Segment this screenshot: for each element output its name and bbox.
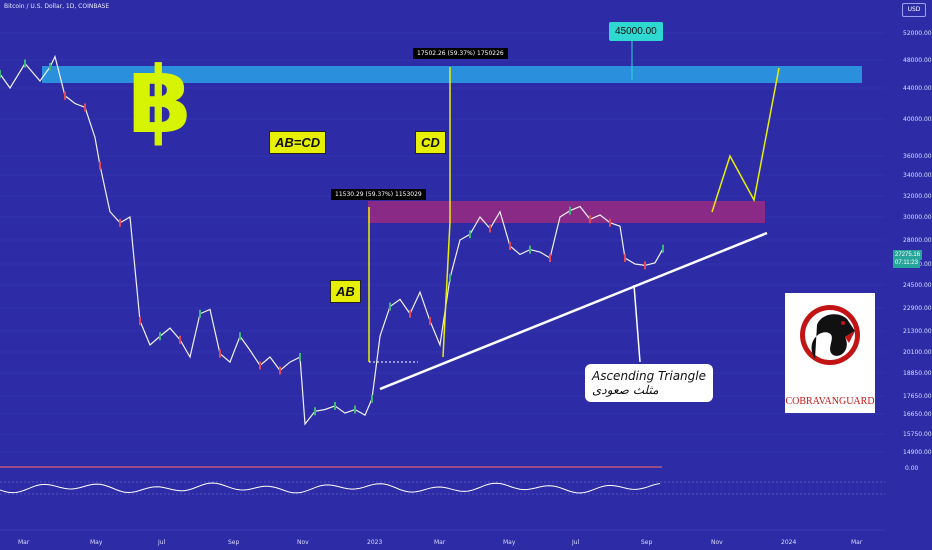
cd-measure-callout: 17502.26 (59.37%) 1750226 xyxy=(413,48,508,59)
candle xyxy=(139,316,141,325)
y-tick-label: 22900.00 xyxy=(903,305,932,312)
x-tick-label: Mar xyxy=(18,539,30,546)
x-tick-label: Sep xyxy=(228,539,240,546)
ab-measure-callout: 11530.29 (59.37%) 1153029 xyxy=(331,189,426,200)
ab-label: AB xyxy=(330,280,361,303)
x-tick-label: Mar xyxy=(434,539,446,546)
chart-title: Bitcoin / U.S. Dollar, 1D, COINBASE xyxy=(4,3,110,10)
cd-leg xyxy=(442,221,451,358)
y-tick-label: 40000.00 xyxy=(903,116,932,123)
candle xyxy=(469,230,471,239)
currency-button[interactable]: USD xyxy=(902,3,926,17)
candle xyxy=(334,401,336,410)
price-series-line xyxy=(0,54,664,426)
candle xyxy=(589,215,591,224)
candle xyxy=(24,59,26,68)
x-tick-label: Nov xyxy=(297,539,309,546)
candle xyxy=(299,353,301,362)
pattern-name-en: Ascending Triangle xyxy=(592,369,706,383)
rsi-oscillator xyxy=(0,482,661,494)
x-tick-label: 2024 xyxy=(781,539,796,546)
y-tick-label: 28000.00 xyxy=(903,237,932,244)
candle xyxy=(314,407,316,416)
target-zone xyxy=(42,66,862,83)
projection-path xyxy=(711,67,780,213)
note-pointer xyxy=(633,284,641,363)
y-tick-label: 32000.00 xyxy=(903,193,932,200)
target-price-label: 45000.00 xyxy=(609,22,663,41)
x-tick-label: May xyxy=(90,539,103,546)
candle xyxy=(371,394,373,403)
candle xyxy=(64,91,66,100)
x-tick-label: Jul xyxy=(571,539,580,546)
ascending-trendline xyxy=(379,231,768,391)
candle xyxy=(429,316,431,325)
resistance-zone xyxy=(368,201,765,223)
candle xyxy=(239,332,241,341)
y-tick-label: 36000.00 xyxy=(903,153,932,160)
x-tick-label: Nov xyxy=(711,539,723,546)
candle xyxy=(354,405,356,414)
ab-cd-label: AB=CD xyxy=(269,131,327,154)
y-tick-label: 21300.00 xyxy=(903,328,932,335)
candle xyxy=(99,161,101,170)
x-tick-label: 2023 xyxy=(367,539,382,546)
candle xyxy=(489,224,491,233)
candle xyxy=(449,274,451,282)
candle xyxy=(409,309,411,318)
cd-label: CD xyxy=(415,131,446,154)
y-tick-label: 34000.00 xyxy=(903,172,932,179)
candle xyxy=(259,361,261,370)
candle xyxy=(529,245,531,254)
candle xyxy=(199,309,201,318)
logo-text: COBRAVANGUARD xyxy=(785,396,875,407)
current-price-badge: 27275.16 xyxy=(893,250,923,260)
y-tick-label: 44000.00 xyxy=(903,85,932,92)
y-tick-label: 52000.00 xyxy=(903,30,932,37)
candle xyxy=(609,218,611,227)
candle xyxy=(389,302,391,311)
candle xyxy=(279,366,281,375)
x-tick-label: May xyxy=(503,539,516,546)
x-tick-label: Mar xyxy=(851,539,863,546)
pattern-name-fa: مثلث صعودی xyxy=(592,383,659,397)
candle xyxy=(0,70,1,78)
candle xyxy=(159,332,161,341)
candle xyxy=(662,244,664,253)
candle xyxy=(644,261,646,270)
candle xyxy=(219,349,221,358)
y-tick-label: 17650.00 xyxy=(903,393,932,400)
bitcoin-icon: ฿ xyxy=(128,47,192,154)
candle xyxy=(569,206,571,215)
y-tick-label: 20100.00 xyxy=(903,349,932,356)
x-tick-label: Jul xyxy=(157,539,166,546)
y-tick-label: 48000.00 xyxy=(903,57,932,64)
rsi-tick-label: 0.00 xyxy=(905,465,919,472)
candle xyxy=(119,218,121,227)
y-tick-label: 30000.00 xyxy=(903,214,932,221)
ascending-triangle-note: Ascending Triangle مثلث صعودی xyxy=(585,364,713,402)
candle xyxy=(549,254,551,262)
candle xyxy=(179,335,181,344)
cobra-icon xyxy=(800,305,860,365)
candle xyxy=(509,242,511,250)
countdown-badge: 07:11:23 xyxy=(893,258,920,268)
y-tick-label: 18850.00 xyxy=(903,370,932,377)
y-tick-label: 24500.00 xyxy=(903,282,932,289)
candle xyxy=(624,254,626,262)
x-tick-label: Sep xyxy=(641,539,653,546)
y-tick-label: 15750.00 xyxy=(903,431,932,438)
y-tick-label: 16650.00 xyxy=(903,411,932,418)
cobravanguard-logo: COBRAVANGUARD xyxy=(785,293,875,413)
y-tick-label: 14900.00 xyxy=(903,449,932,456)
candle xyxy=(49,63,51,71)
candle xyxy=(84,103,86,112)
